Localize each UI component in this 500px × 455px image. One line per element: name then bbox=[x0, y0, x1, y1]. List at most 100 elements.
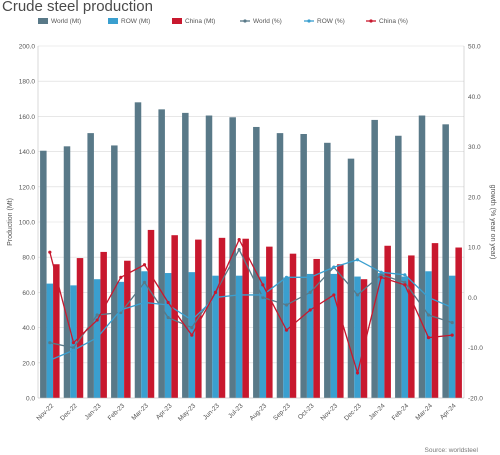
line-point-2-12 bbox=[332, 293, 336, 297]
line-point-1-15 bbox=[403, 273, 407, 277]
line-point-1-8 bbox=[237, 293, 241, 297]
x-tick-label: Apr-23 bbox=[155, 402, 174, 421]
line-point-2-10 bbox=[284, 328, 289, 332]
line-point-0-9 bbox=[261, 295, 265, 300]
bar-world-mt-0 bbox=[40, 150, 47, 398]
x-tick-label: Jan-24 bbox=[368, 402, 387, 421]
line-point-1-12 bbox=[332, 265, 336, 269]
bar-china-mt-9 bbox=[266, 246, 273, 398]
y-tick-label: 120.0 bbox=[19, 184, 36, 191]
line-point-2-17 bbox=[450, 333, 454, 337]
line-point-2-9 bbox=[261, 283, 265, 287]
line-point-0-10 bbox=[284, 303, 289, 307]
legend-marker bbox=[369, 19, 373, 23]
lines-layer bbox=[48, 238, 454, 376]
x-tick-label: Feb-24 bbox=[391, 402, 411, 422]
legend: World (Mt) ROW (Mt) China (Mt) World (%) ROW… bbox=[38, 18, 408, 25]
legend-label: ROW (Mt) bbox=[121, 18, 150, 25]
bar-row-mt-5 bbox=[164, 273, 172, 398]
bar-row-mt-4 bbox=[141, 271, 148, 398]
line-point-2-6 bbox=[190, 333, 194, 337]
line-point-1-1 bbox=[71, 348, 76, 352]
y2-tick-label: -10.0 bbox=[468, 345, 483, 352]
legend-label: World (%) bbox=[253, 18, 282, 25]
bar-row-mt-11 bbox=[306, 273, 314, 398]
y-tick-label: 100.0 bbox=[19, 220, 36, 227]
y-tick-label: 180.0 bbox=[19, 79, 36, 86]
bar-row-mt-8 bbox=[235, 275, 243, 398]
line-point-0-6 bbox=[190, 326, 194, 330]
bar-row-mt-10 bbox=[283, 277, 290, 398]
line-point-0-15 bbox=[403, 280, 407, 284]
bar-china-mt-12 bbox=[337, 264, 344, 398]
y-tick-label: 200.0 bbox=[19, 44, 36, 51]
bar-world-mt-6 bbox=[182, 112, 189, 398]
bar-world-mt-7 bbox=[205, 115, 213, 399]
y-tick-label: 20.0 bbox=[22, 360, 35, 367]
bar-row-mt-13 bbox=[354, 276, 361, 398]
bar-world-mt-1 bbox=[63, 146, 71, 398]
line-point-0-17 bbox=[450, 320, 454, 325]
line-point-0-2 bbox=[95, 313, 99, 317]
line-series-0 bbox=[49, 248, 453, 349]
legend-label: ROW (%) bbox=[317, 18, 345, 25]
legend-label: China (Mt) bbox=[185, 18, 215, 25]
bar-world-mt-14 bbox=[371, 119, 378, 399]
y-tick-label: 140.0 bbox=[19, 149, 36, 156]
bar-world-mt-10 bbox=[276, 133, 284, 398]
line-point-2-8 bbox=[237, 238, 241, 242]
line-point-1-9 bbox=[261, 293, 265, 297]
bar-china-mt-10 bbox=[289, 253, 297, 398]
bar-row-mt-0 bbox=[46, 283, 54, 398]
legend-marker bbox=[243, 19, 247, 23]
legend-label: World (Mt) bbox=[51, 18, 81, 25]
line-point-2-14 bbox=[379, 275, 383, 279]
y2-tick-label: 10.0 bbox=[468, 245, 481, 252]
line-point-1-7 bbox=[213, 295, 218, 300]
x-tick-label: Nov-23 bbox=[319, 402, 339, 422]
line-point-2-4 bbox=[142, 263, 147, 267]
y2-tick-label: 0.0 bbox=[468, 295, 477, 302]
line-point-0-1 bbox=[71, 346, 76, 350]
bar-china-mt-4 bbox=[147, 229, 155, 398]
line-point-0-0 bbox=[48, 341, 52, 345]
bar-world-mt-15 bbox=[395, 135, 402, 398]
bar-world-mt-2 bbox=[87, 133, 94, 398]
x-tick-label: Mar-23 bbox=[130, 402, 150, 422]
x-tick-label: Mar-24 bbox=[414, 402, 434, 422]
chart-title: Crude steel production bbox=[2, 0, 153, 15]
bar-world-mt-4 bbox=[134, 102, 142, 398]
line-point-1-3 bbox=[119, 308, 123, 312]
bar-china-mt-16 bbox=[431, 243, 439, 398]
y2-tick-label: 20.0 bbox=[468, 194, 481, 201]
bar-china-mt-3 bbox=[124, 260, 131, 398]
source-note: Source: worldsteel bbox=[424, 447, 478, 454]
line-point-1-0 bbox=[48, 358, 52, 362]
line-point-2-13 bbox=[355, 371, 360, 375]
line-point-1-17 bbox=[450, 305, 454, 310]
bar-china-mt-13 bbox=[360, 279, 368, 398]
line-point-1-14 bbox=[379, 270, 383, 274]
y-tick-label: 60.0 bbox=[22, 290, 35, 297]
line-point-0-13 bbox=[355, 293, 360, 297]
x-tick-label: Oct-23 bbox=[297, 402, 316, 421]
line-point-1-2 bbox=[95, 336, 99, 340]
line-point-1-10 bbox=[284, 275, 289, 279]
bar-row-mt-17 bbox=[448, 275, 456, 398]
bar-china-mt-11 bbox=[313, 258, 320, 398]
bar-world-mt-3 bbox=[111, 145, 118, 398]
line-point-2-0 bbox=[48, 250, 52, 254]
x-tick-label: Dec-23 bbox=[343, 402, 363, 422]
bar-row-mt-15 bbox=[401, 276, 409, 398]
y2-tick-label: 30.0 bbox=[468, 144, 481, 151]
bar-row-mt-9 bbox=[259, 276, 267, 398]
x-tick-label: May-23 bbox=[177, 402, 198, 423]
bar-china-mt-5 bbox=[171, 235, 178, 398]
line-point-2-7 bbox=[213, 290, 218, 294]
bar-world-mt-5 bbox=[158, 109, 165, 399]
x-tick-label: Jun-23 bbox=[202, 402, 221, 421]
line-point-1-4 bbox=[142, 300, 147, 305]
x-tick-label: Jul-23 bbox=[227, 402, 245, 420]
x-tick-label: Dec-22 bbox=[59, 402, 79, 422]
